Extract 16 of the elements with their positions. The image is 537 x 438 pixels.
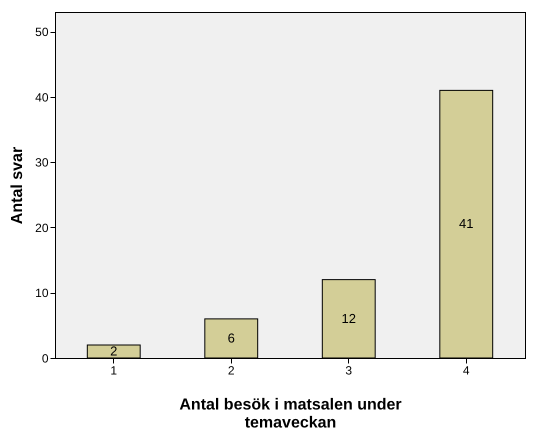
y-axis-title: Antal svar	[9, 146, 26, 224]
x-axis-title: Antal besök i matsalen under temaveckan	[179, 396, 402, 432]
x-tick-label: 4	[462, 364, 470, 378]
y-tick-label: 0	[42, 352, 49, 366]
y-tick-label: 30	[35, 156, 49, 170]
x-tick-label: 3	[345, 364, 352, 378]
y-tick-label: 50	[35, 25, 49, 40]
x-tick-label: 1	[110, 364, 118, 378]
data-label: 12	[342, 310, 356, 326]
y-tick-label: 40	[35, 90, 49, 104]
y-tick-label: 20	[35, 220, 49, 235]
y-tick-label: 10	[35, 286, 49, 300]
data-label: 41	[459, 216, 474, 232]
data-label: 2	[110, 343, 118, 358]
x-tick-label: 2	[228, 364, 235, 378]
data-label: 6	[228, 330, 235, 346]
